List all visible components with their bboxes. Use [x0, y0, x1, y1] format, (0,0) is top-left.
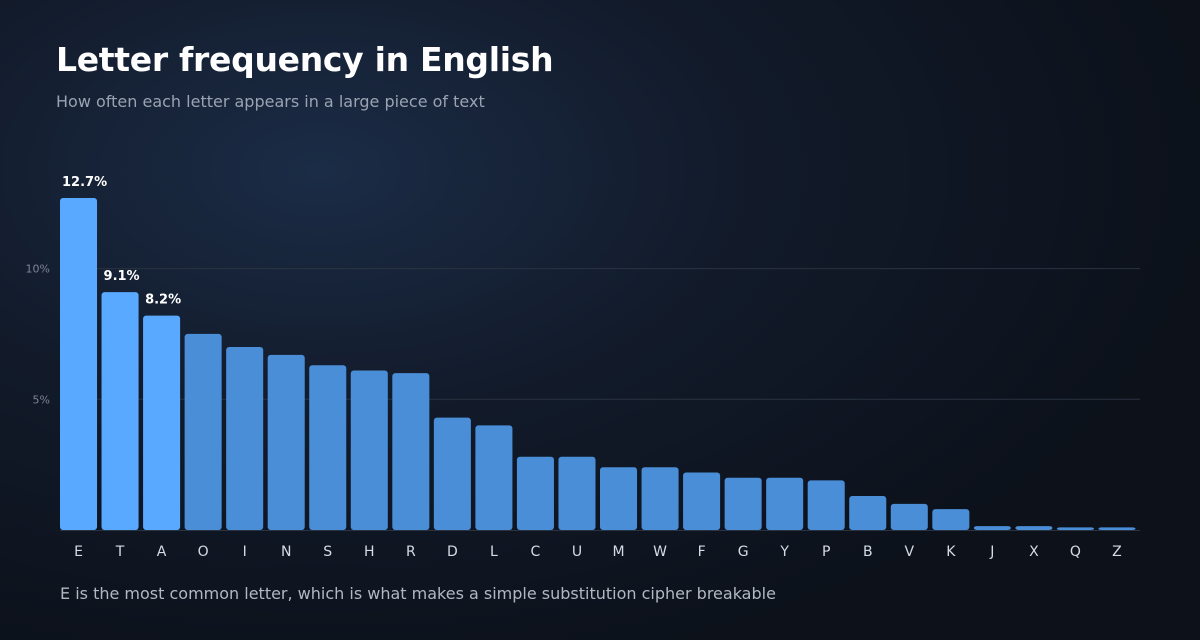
- y-tick-label: 5%: [33, 393, 50, 406]
- bar-i: [226, 347, 264, 530]
- x-tick-label: O: [198, 544, 209, 560]
- bar-z: [1098, 527, 1136, 530]
- bar-s: [309, 365, 347, 530]
- x-tick-label: N: [281, 544, 291, 560]
- bar-h: [350, 370, 388, 530]
- x-tick-label: Q: [1070, 544, 1081, 560]
- bar-p: [807, 480, 845, 530]
- x-tick-label: J: [989, 544, 994, 560]
- x-tick-label: V: [904, 544, 914, 560]
- x-tick-label: P: [822, 544, 830, 560]
- x-tick-label: R: [406, 544, 416, 560]
- x-tick-label: I: [243, 544, 247, 560]
- bar-r: [392, 373, 430, 530]
- x-tick-label: X: [1029, 544, 1039, 560]
- bar-k: [932, 509, 970, 530]
- x-tick-label: G: [738, 544, 749, 560]
- bar-q: [1056, 527, 1094, 530]
- x-tick-label: S: [323, 544, 332, 560]
- x-tick-label: Z: [1112, 544, 1122, 560]
- x-tick-label: W: [653, 544, 667, 560]
- bar-j: [973, 526, 1011, 530]
- x-tick-label: D: [447, 544, 458, 560]
- x-tick-label: Y: [779, 544, 789, 560]
- chart-subtitle: How often each letter appears in a large…: [56, 92, 485, 111]
- bar-a: [143, 315, 181, 530]
- bar-n: [267, 354, 305, 530]
- x-tick-label: H: [364, 544, 375, 560]
- data-label-e: 12.7%: [62, 175, 107, 190]
- data-label-a: 8.2%: [145, 293, 181, 308]
- bar-w: [641, 467, 679, 530]
- x-tick-label: F: [698, 544, 706, 560]
- x-tick-label: K: [946, 544, 956, 560]
- x-tick-label: M: [612, 544, 624, 560]
- data-label-t: 9.1%: [104, 269, 140, 284]
- x-tick-label: L: [490, 544, 498, 560]
- chart-footnote: E is the most common letter, which is wh…: [60, 584, 776, 603]
- bar-u: [558, 456, 596, 530]
- x-tick-label: T: [115, 544, 125, 560]
- x-tick-label: C: [531, 544, 541, 560]
- x-tick-label: B: [863, 544, 873, 560]
- bar-o: [184, 333, 222, 530]
- y-tick-label: 10%: [26, 263, 50, 276]
- bar-f: [683, 472, 721, 530]
- bar-c: [516, 456, 554, 530]
- bar-g: [724, 477, 762, 530]
- x-tick-label: U: [572, 544, 582, 560]
- bar-t: [101, 292, 139, 530]
- bar-b: [849, 496, 887, 530]
- bar-l: [475, 425, 513, 530]
- bar-v: [890, 503, 928, 530]
- bar-x: [1015, 526, 1053, 530]
- bar-y: [766, 477, 804, 530]
- bar-d: [433, 417, 471, 530]
- x-tick-label: A: [157, 544, 167, 560]
- bar-e: [60, 198, 98, 530]
- chart-title: Letter frequency in English: [56, 40, 554, 79]
- x-tick-label: E: [74, 544, 83, 560]
- bar-m: [600, 467, 638, 530]
